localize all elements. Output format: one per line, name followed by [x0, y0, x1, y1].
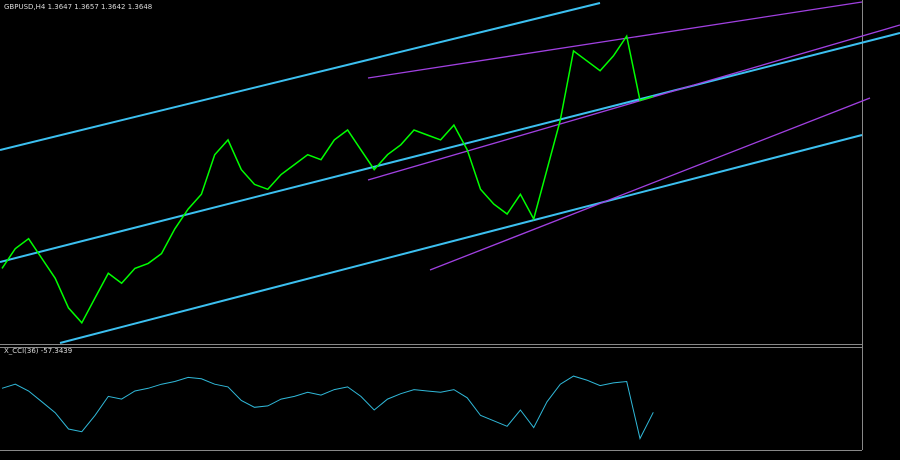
price-line: [1, 34, 654, 325]
indicator-title: X_CCI(36) -57.3439: [4, 347, 72, 355]
chart-title: GBPUSD,H4 1.3647 1.3657 1.3642 1.3648: [4, 3, 152, 11]
channel-line: [0, 32, 900, 263]
regression-line: [367, 24, 900, 181]
cci-line: [1, 375, 654, 440]
plot: [1, 34, 654, 440]
trend-channels: [0, 1, 900, 344]
channel-line: [0, 2, 601, 151]
channel-line: [59, 134, 863, 344]
regression-line: [429, 97, 871, 271]
regression-line: [367, 1, 863, 79]
